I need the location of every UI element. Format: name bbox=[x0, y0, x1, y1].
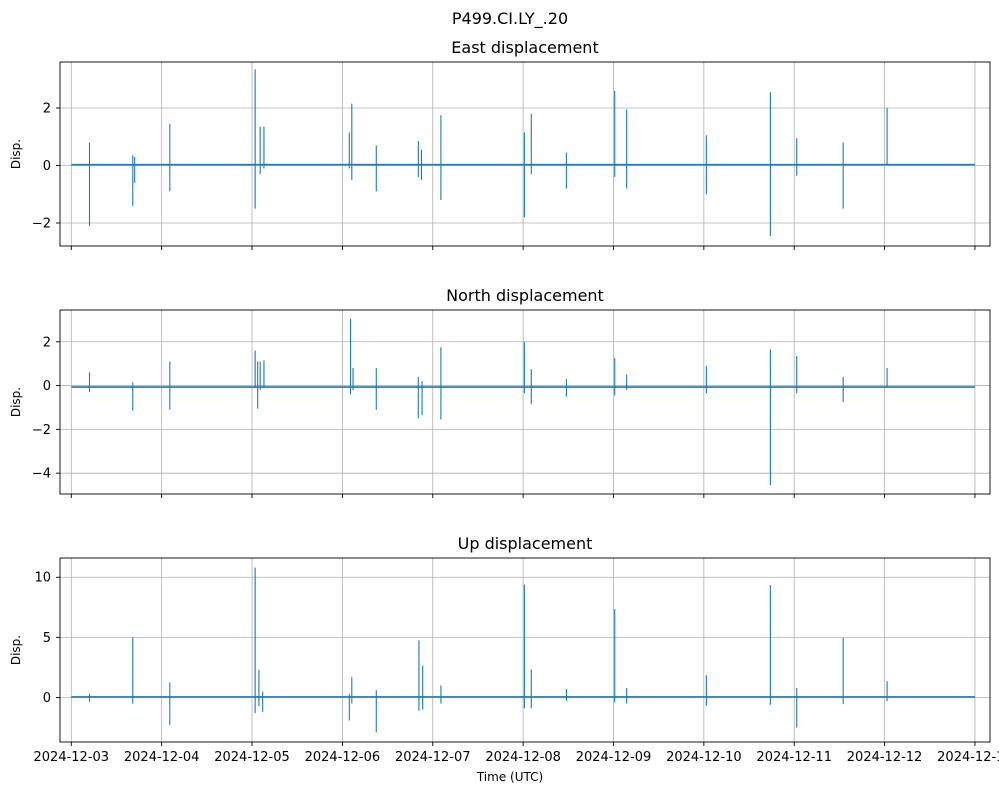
y-tick-label: 2 bbox=[43, 335, 51, 350]
y-axis-label: Disp. bbox=[9, 139, 23, 169]
y-tick-label: −4 bbox=[32, 467, 51, 482]
y-tick-label: −2 bbox=[32, 423, 51, 438]
y-tick-label: 0 bbox=[43, 379, 51, 394]
panel-1: −2 0 2 East displacement Disp. bbox=[9, 38, 991, 250]
x-tick-label: 2024-12-06 bbox=[305, 750, 381, 765]
axes-frame bbox=[59, 557, 991, 743]
x-axis-label: Time (UTC) bbox=[476, 770, 543, 784]
panel-title: East displacement bbox=[451, 38, 598, 57]
y-tick-label: 2 bbox=[43, 102, 51, 117]
y-axis-label: Disp. bbox=[9, 635, 23, 665]
panel-2: −4 −2 0 2 North displacement Disp. bbox=[9, 286, 991, 498]
x-tick-label: 2024-12-03 bbox=[34, 750, 110, 765]
y-tick-label: 5 bbox=[43, 631, 51, 646]
axes-frame bbox=[59, 309, 991, 495]
panel-3: 0 5 10 2024-12-03 2024-12-04 2024-12-05 2024-1… bbox=[9, 534, 999, 765]
panel-title: North displacement bbox=[446, 286, 604, 305]
x-tick-label: 2024-12-12 bbox=[847, 750, 923, 765]
axes-frame bbox=[59, 61, 991, 247]
x-tick-label: 2024-12-09 bbox=[576, 750, 652, 765]
x-tick-label: 2024-12-04 bbox=[124, 750, 200, 765]
x-tick-label: 2024-12-10 bbox=[666, 750, 742, 765]
x-tick-label: 2024-12-07 bbox=[395, 750, 471, 765]
y-tick-label: −2 bbox=[32, 217, 51, 232]
y-tick-label: 10 bbox=[34, 571, 51, 586]
panel-title: Up displacement bbox=[458, 534, 593, 553]
y-tick-label: 0 bbox=[43, 691, 51, 706]
figure-suptitle: P499.CI.LY_.20 bbox=[452, 9, 568, 29]
x-tick-label: 2024-12-08 bbox=[485, 750, 561, 765]
x-tick-label: 2024-12-13 bbox=[937, 750, 999, 765]
x-tick-label: 2024-12-11 bbox=[756, 750, 832, 765]
y-axis-label: Disp. bbox=[9, 387, 23, 417]
y-tick-label: 0 bbox=[43, 159, 51, 174]
x-tick-label: 2024-12-05 bbox=[214, 750, 290, 765]
